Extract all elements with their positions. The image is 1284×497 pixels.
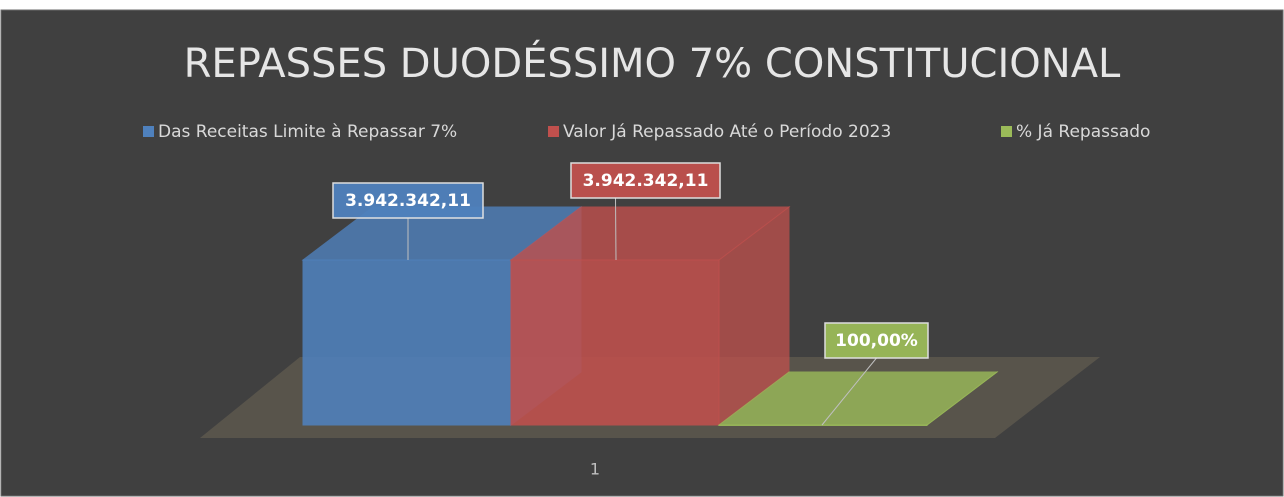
leader-line xyxy=(821,357,877,426)
legend-swatch xyxy=(143,126,154,137)
data-label-box xyxy=(332,182,484,219)
data-label: 3.942.342,11 xyxy=(345,191,471,211)
data-label: 3.942.342,11 xyxy=(583,171,709,191)
data-label-box xyxy=(824,322,929,359)
bar xyxy=(510,259,720,426)
bar xyxy=(718,424,928,426)
x-tick-label: 1 xyxy=(590,460,600,479)
bar xyxy=(302,259,512,426)
data-label: 100,00% xyxy=(835,331,918,351)
legend-swatch xyxy=(548,126,559,137)
data-label-box xyxy=(570,162,721,199)
legend-label: % Já Repassado xyxy=(1016,122,1150,142)
legend-label: Das Receitas Limite à Repassar 7% xyxy=(158,122,457,142)
legend-label: Valor Já Repassado Até o Período 2023 xyxy=(563,122,891,142)
leader-line xyxy=(615,197,617,261)
legend-swatch xyxy=(1001,126,1012,137)
chart-title: REPASSES DUODÉSSIMO 7% CONSTITUCIONAL xyxy=(184,39,1121,87)
